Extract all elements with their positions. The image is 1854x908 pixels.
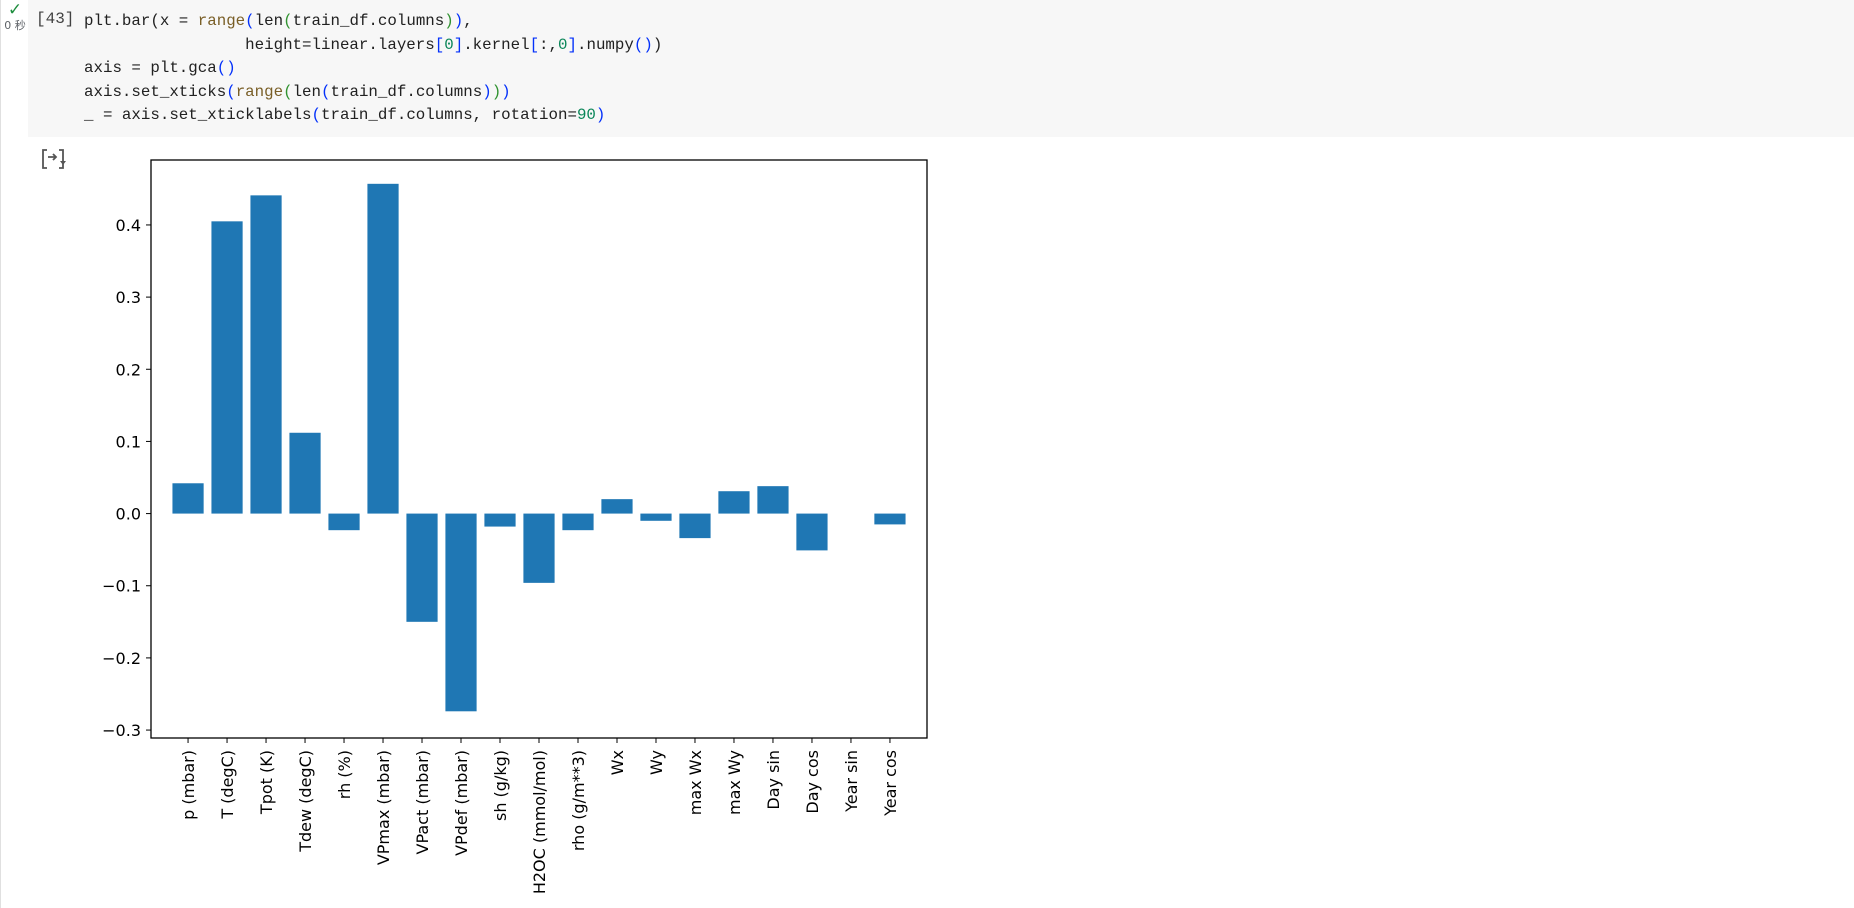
y-tick-label: −0.2 [102, 649, 141, 668]
cell-left-border [0, 0, 1, 908]
y-tick-label: 0.0 [116, 505, 141, 524]
bars [172, 183, 906, 712]
x-tick-label: Year sin [842, 750, 861, 813]
bar [172, 483, 204, 514]
bar [640, 513, 672, 521]
execution-time: 0 秒 [4, 19, 26, 32]
x-tick-label: p (mbar) [179, 750, 198, 820]
y-axis: 0.4 0.3 0.2 0.1 0.0 −0.1 −0.2 −0.3 [102, 216, 151, 740]
y-tick-label: −0.3 [102, 721, 141, 740]
code-editor[interactable]: plt.bar(x = range(len(train_df.columns))… [28, 0, 1854, 137]
x-tick-label: Wy [647, 750, 666, 775]
x-tick-label: Tdew (degC) [296, 750, 315, 853]
code-line-4: axis.set_xticks(range(len(train_df.colum… [84, 82, 511, 101]
y-tick-label: 0.2 [116, 360, 141, 379]
x-tick-label: rh (%) [335, 750, 354, 799]
code-text[interactable]: plt.bar(x = range(len(train_df.columns))… [84, 10, 662, 128]
x-tick-label: T (degC) [218, 750, 237, 820]
code-line-2: height=linear.layers[0].kernel[:,0].nump… [84, 35, 663, 54]
x-axis: p (mbar) T (degC) Tpot (K) Tdew (degC) rh (%… [179, 738, 900, 894]
run-status[interactable]: ✓ 0 秒 [2, 2, 28, 32]
x-tick-label: max Wy [725, 750, 744, 815]
code-line-1: plt.bar(x = range(len(train_df.columns))… [84, 12, 473, 30]
bar [406, 513, 438, 622]
bar [757, 486, 789, 514]
x-tick-label: Tpot (K) [257, 750, 276, 815]
x-tick-label: rho (g/m**3) [569, 750, 588, 851]
bar [445, 513, 477, 712]
x-tick-label: Day cos [803, 750, 822, 814]
code-line-5: _ = axis.set_xticklabels(train_df.column… [84, 106, 606, 125]
x-tick-label: VPdef (mbar) [452, 750, 471, 856]
bar [484, 513, 516, 527]
bar [250, 195, 282, 514]
y-tick-label: 0.1 [116, 432, 141, 451]
y-tick-label: −0.1 [102, 577, 141, 596]
bar [796, 513, 828, 551]
bar [211, 221, 243, 514]
x-tick-label: H2OC (mmol/mol) [530, 750, 549, 894]
bar [874, 513, 906, 525]
x-tick-label: sh (g/kg) [491, 750, 510, 821]
x-tick-label: Day sin [764, 750, 783, 810]
bar [679, 513, 711, 539]
bar [562, 513, 594, 531]
bar-chart: 0.4 0.3 0.2 0.1 0.0 −0.1 −0.2 −0.3 p (mbar) T (d… [102, 159, 928, 894]
x-tick-label: VPact (mbar) [413, 750, 432, 854]
bar [718, 491, 750, 514]
output-toggle-icon[interactable] [40, 147, 66, 173]
y-tick-label: 0.3 [116, 288, 141, 307]
x-tick-label: VPmax (mbar) [374, 750, 393, 865]
execution-count: [43] [36, 10, 75, 28]
y-tick-label: 0.4 [116, 216, 141, 235]
x-tick-label: Wx [608, 750, 627, 775]
bar [601, 499, 633, 514]
code-line-3: axis = plt.gca() [84, 59, 236, 78]
x-tick-label: Year cos [881, 750, 900, 817]
bar [289, 432, 321, 514]
x-tick-label: max Wx [686, 750, 705, 815]
bar [367, 183, 399, 514]
bar [328, 513, 360, 531]
bar [523, 513, 555, 583]
check-icon: ✓ [7, 0, 23, 20]
